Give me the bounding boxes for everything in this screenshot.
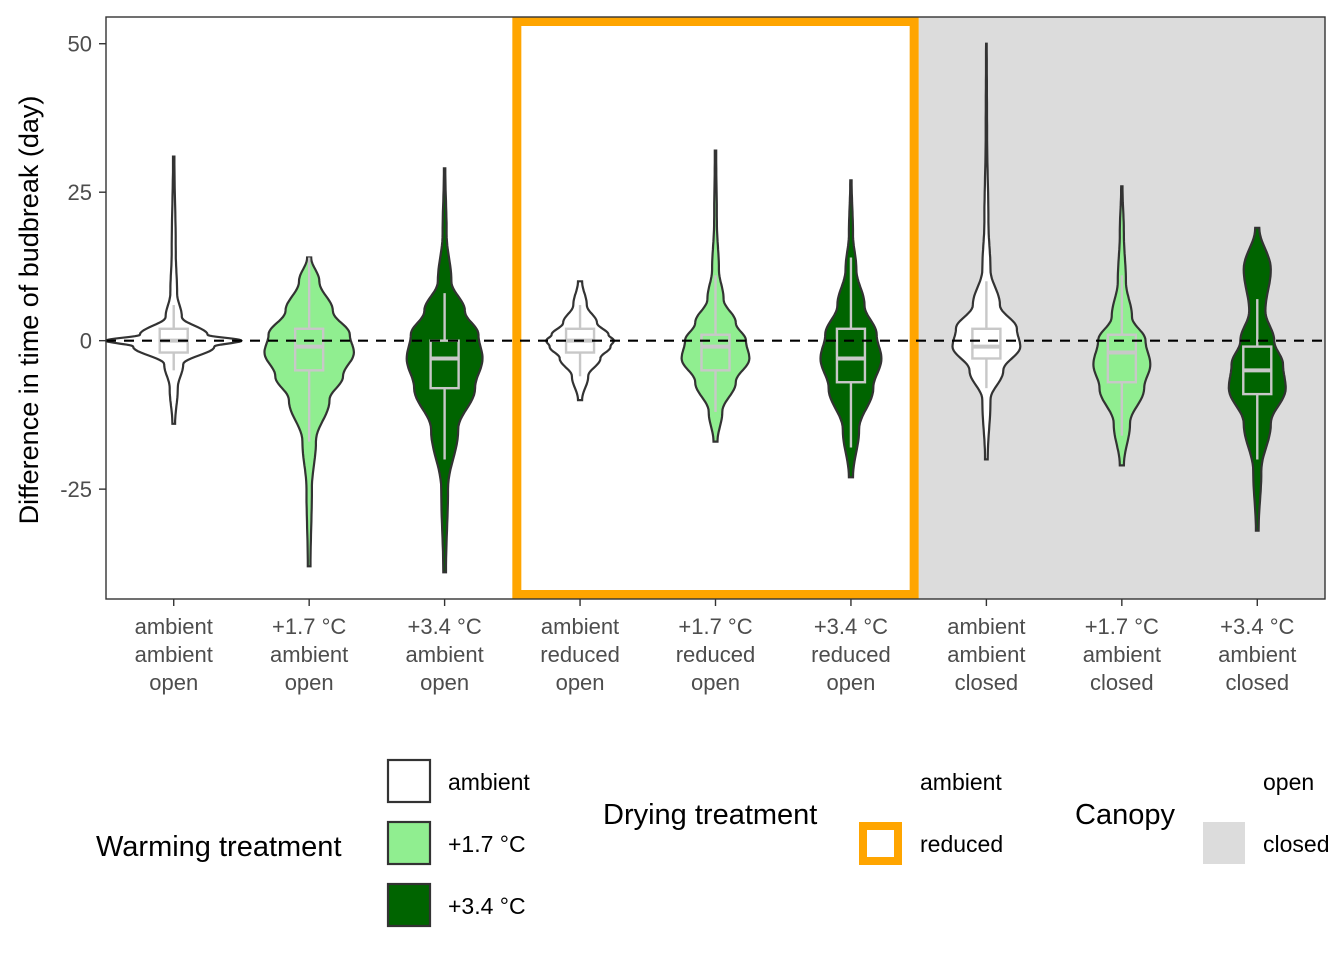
violin-1	[104, 155, 243, 425]
box-3	[429, 339, 460, 390]
y-tick-label-3: 50	[68, 32, 92, 57]
x-tick-label-7-3: closed	[955, 670, 1019, 695]
legend-title-drying: Drying treatment	[603, 799, 817, 831]
legend-title-warming: Warming treatment	[96, 831, 342, 863]
legend: Warming treatment ambient+1.7 °C+3.4 °C …	[96, 758, 1329, 928]
box-2	[293, 327, 325, 372]
x-tick-label-6-1: +3.4 °C	[814, 614, 888, 639]
violin-7	[951, 42, 1022, 461]
x-tick-label-1-2: ambient	[135, 642, 213, 667]
legend-drying-items: ambient reduced	[859, 769, 1003, 865]
legend-canopy-key-2	[1203, 822, 1245, 864]
box-7	[971, 327, 1002, 360]
legend-canopy-items: open closed	[1203, 769, 1329, 864]
y-tick-label-1: 0	[80, 329, 92, 354]
x-axis: ambient ambient open +1.7 °C ambient open +3.4…	[135, 599, 1296, 695]
box-6	[835, 327, 867, 384]
legend-drying-key-2	[859, 822, 902, 865]
legend-drying-label-1: ambient	[920, 769, 1002, 795]
x-tick-label-6-3: open	[826, 670, 875, 695]
x-tick-label-5-1: +1.7 °C	[678, 614, 752, 639]
y-axis: -25 0 25 50	[60, 32, 106, 502]
x-tick-label-8-1: +1.7 °C	[1085, 614, 1159, 639]
x-tick-label-3-2: ambient	[405, 642, 483, 667]
legend-warming-key-3	[386, 882, 432, 928]
legend-warming-key-1	[386, 758, 432, 804]
x-tick-label-1-1: ambient	[135, 614, 213, 639]
legend-warming-label-3: +3.4 °C	[448, 893, 526, 919]
x-tick-label-2-1: +1.7 °C	[272, 614, 346, 639]
x-tick-label-6-2: reduced	[811, 642, 891, 667]
x-tick-label-9-1: +3.4 °C	[1220, 614, 1294, 639]
x-tick-label-3-3: open	[420, 670, 469, 695]
y-axis-title: Difference in time of budbreak (day)	[14, 96, 44, 525]
legend-drying-label-2: reduced	[920, 831, 1003, 857]
x-tick-label-7-1: ambient	[947, 614, 1025, 639]
legend-warming-items: ambient +1.7 °C +3.4 °C	[386, 758, 530, 928]
box-8	[1106, 333, 1138, 384]
violin-series	[104, 17, 1287, 599]
x-tick-label-5-3: open	[691, 670, 740, 695]
x-tick-label-2-3: open	[285, 670, 334, 695]
y-tick-label-0: -25	[60, 477, 92, 502]
legend-warming-label-1: ambient	[448, 769, 530, 795]
x-tick-label-9-3: closed	[1225, 670, 1289, 695]
x-tick-label-8-3: closed	[1090, 670, 1154, 695]
legend-canopy-label-1: open	[1263, 769, 1314, 795]
legend-title-canopy: Canopy	[1075, 799, 1175, 831]
x-tick-label-3-1: +3.4 °C	[407, 614, 481, 639]
legend-warming-key-2	[386, 820, 432, 866]
x-tick-label-5-2: reduced	[676, 642, 756, 667]
x-tick-label-4-2: reduced	[540, 642, 620, 667]
x-tick-label-4-1: ambient	[541, 614, 619, 639]
x-tick-label-8-2: ambient	[1083, 642, 1161, 667]
reduced-drying-outline	[512, 17, 919, 599]
legend-warming-label-2: +1.7 °C	[448, 831, 526, 857]
y-tick-label-2: 25	[68, 180, 92, 205]
x-tick-label-9-2: ambient	[1218, 642, 1296, 667]
x-tick-label-4-3: open	[556, 670, 605, 695]
x-tick-label-7-2: ambient	[947, 642, 1025, 667]
x-tick-label-1-3: open	[149, 670, 198, 695]
x-tick-label-2-2: ambient	[270, 642, 348, 667]
legend-canopy-label-2: closed	[1263, 831, 1329, 857]
